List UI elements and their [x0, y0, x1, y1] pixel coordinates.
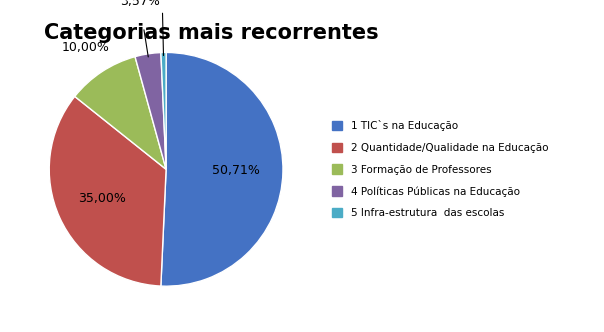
Wedge shape — [50, 96, 166, 286]
Wedge shape — [161, 52, 283, 286]
Text: Categorias mais recorrentes: Categorias mais recorrentes — [44, 23, 379, 43]
Text: 3,57%: 3,57% — [120, 0, 159, 8]
Wedge shape — [135, 52, 166, 169]
Wedge shape — [161, 52, 166, 169]
Text: 10,00%: 10,00% — [62, 41, 109, 54]
Text: 35,00%: 35,00% — [79, 192, 126, 205]
Legend: 1 TIC`s na Educação, 2 Quantidade/Qualidade na Educação, 3 Formação de Professor: 1 TIC`s na Educação, 2 Quantidade/Qualid… — [332, 120, 548, 218]
Wedge shape — [75, 57, 166, 169]
Text: 50,71%: 50,71% — [212, 164, 260, 177]
